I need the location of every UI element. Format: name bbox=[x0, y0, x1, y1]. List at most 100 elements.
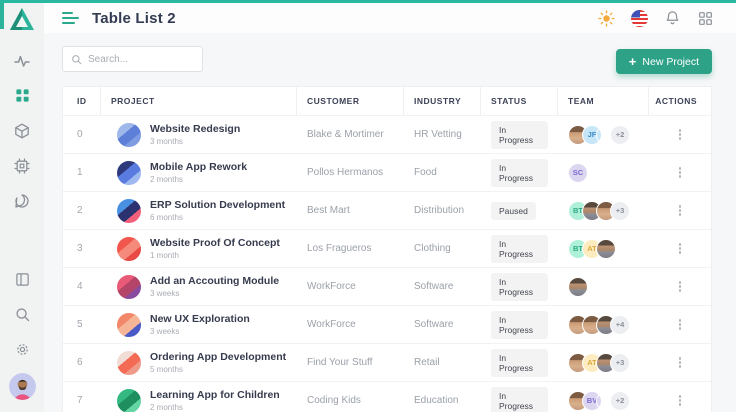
industry-cell: HR Vetting bbox=[414, 129, 462, 140]
team-cell: +4 bbox=[558, 306, 649, 343]
member-photo-avatar bbox=[568, 276, 588, 297]
row-id: 3 bbox=[77, 243, 83, 254]
sidebar-item-activity[interactable] bbox=[5, 43, 39, 78]
industry-cell: Food bbox=[414, 167, 437, 178]
search-input[interactable] bbox=[88, 53, 194, 65]
column-header-status: STATUS bbox=[481, 87, 558, 115]
industry-cell: Software bbox=[414, 281, 454, 292]
content-area: + New Project IDPROJECTCUSTOMERINDUSTRYS… bbox=[44, 33, 736, 412]
actions-cell bbox=[649, 116, 711, 153]
status-badge: Paused bbox=[491, 201, 536, 220]
user-avatar-illustration bbox=[8, 373, 36, 400]
industry-cell: Retail bbox=[414, 357, 440, 368]
sidebar-item-search[interactable] bbox=[5, 297, 39, 332]
team-avatar-stack: BT AT bbox=[568, 238, 616, 259]
project-name: New UX Exploration bbox=[150, 313, 250, 325]
project-icon bbox=[117, 388, 141, 412]
menu-toggle-button[interactable] bbox=[62, 12, 79, 24]
status-cell: In Progress bbox=[481, 344, 558, 381]
sidebar-item-cpu[interactable] bbox=[5, 148, 39, 183]
status-cell: In Progress bbox=[481, 154, 558, 191]
row-actions-menu-button[interactable] bbox=[673, 200, 688, 222]
project-name: Ordering App Development bbox=[150, 351, 287, 363]
project-icon bbox=[117, 350, 141, 375]
user-avatar[interactable] bbox=[8, 373, 36, 400]
status-cell: In Progress bbox=[481, 268, 558, 305]
dashboard-grid-icon bbox=[15, 88, 30, 103]
customer-cell: Best Mart bbox=[307, 205, 350, 216]
project-cell: Learning App for Children 2 months bbox=[101, 382, 297, 412]
more-members-avatar: +3 bbox=[610, 200, 630, 221]
activity-icon bbox=[14, 53, 30, 69]
project-icon bbox=[117, 160, 141, 185]
project-icon bbox=[117, 122, 141, 147]
us-flag-icon[interactable] bbox=[630, 9, 648, 27]
sidebar-item-package-box[interactable] bbox=[5, 113, 39, 148]
project-duration: 2 months bbox=[150, 403, 183, 412]
bell-icon[interactable] bbox=[663, 9, 681, 27]
package-box-icon bbox=[14, 123, 30, 139]
project-cell: Ordering App Development 5 months bbox=[101, 344, 297, 381]
project-name: Learning App for Children bbox=[150, 389, 280, 401]
team-cell: JF +2 bbox=[558, 116, 649, 153]
project-text: Website Redesign 3 months bbox=[150, 123, 240, 146]
row-actions-menu-button[interactable] bbox=[673, 238, 688, 260]
row-actions-menu-button[interactable] bbox=[673, 276, 688, 298]
team-avatar-stack: +4 bbox=[568, 314, 630, 335]
row-actions-menu-button[interactable] bbox=[673, 162, 688, 184]
actions-cell bbox=[649, 306, 711, 343]
apps-grid-icon[interactable] bbox=[696, 9, 714, 27]
project-text: New UX Exploration 3 weeks bbox=[150, 313, 250, 336]
row-id: 7 bbox=[77, 395, 83, 406]
search-box[interactable] bbox=[62, 46, 203, 72]
sidebar-item-layout-panel[interactable] bbox=[5, 262, 39, 297]
project-cell: Website Proof Of Concept 1 month bbox=[101, 230, 297, 267]
table-row: 2 ERP Solution Development 6 months Best Ma… bbox=[63, 191, 711, 229]
team-avatar-stack: BT +3 bbox=[568, 200, 630, 221]
status-cell: In Progress bbox=[481, 116, 558, 153]
column-header-id: ID bbox=[63, 87, 101, 115]
project-duration: 3 weeks bbox=[150, 289, 180, 298]
industry-cell: Clothing bbox=[414, 243, 451, 254]
project-cell: ERP Solution Development 6 months bbox=[101, 192, 297, 229]
row-id: 4 bbox=[77, 281, 83, 292]
row-actions-menu-button[interactable] bbox=[673, 124, 688, 146]
sidebar-item-chat-bubble[interactable] bbox=[5, 183, 39, 218]
table-row: 0 Website Redesign 3 months Blake & Mortime… bbox=[63, 115, 711, 153]
status-badge: In Progress bbox=[491, 272, 548, 301]
project-cell: Add an Accouting Module 3 weeks bbox=[101, 268, 297, 305]
sidebar-item-settings-gear[interactable] bbox=[5, 332, 39, 367]
header-icon-group bbox=[597, 9, 714, 27]
project-text: Add an Accouting Module 3 weeks bbox=[150, 275, 279, 298]
project-duration: 3 months bbox=[150, 137, 183, 146]
member-initials-avatar: SC bbox=[568, 162, 588, 183]
team-cell: BT +3 bbox=[558, 192, 649, 229]
project-name: Mobile App Rework bbox=[150, 161, 248, 173]
cpu-icon bbox=[14, 158, 30, 174]
project-duration: 3 weeks bbox=[150, 327, 180, 336]
new-project-button[interactable]: + New Project bbox=[615, 49, 712, 74]
status-badge: In Progress bbox=[491, 348, 548, 377]
row-actions-menu-button[interactable] bbox=[673, 314, 688, 336]
customer-cell: WorkForce bbox=[307, 281, 356, 292]
project-text: Learning App for Children 2 months bbox=[150, 389, 280, 412]
industry-cell: Software bbox=[414, 319, 454, 330]
app-logo[interactable] bbox=[9, 7, 35, 31]
main-area: Table List 2 + New Project IDPROJECTCUST… bbox=[44, 3, 736, 412]
sidebar-item-dashboard-grid[interactable] bbox=[5, 78, 39, 113]
sun-icon[interactable] bbox=[597, 9, 615, 27]
table-body: 0 Website Redesign 3 months Blake & Mortime… bbox=[63, 115, 711, 412]
toolbar: + New Project bbox=[62, 46, 712, 84]
column-header-team: TEAM bbox=[558, 87, 649, 115]
page-title: Table List 2 bbox=[92, 9, 176, 27]
row-id: 1 bbox=[77, 167, 83, 178]
status-badge: In Progress bbox=[491, 158, 548, 187]
team-avatar-stack: AT +3 bbox=[568, 352, 630, 373]
project-icon bbox=[117, 236, 141, 261]
row-actions-menu-button[interactable] bbox=[673, 352, 688, 374]
row-id: 2 bbox=[77, 205, 83, 216]
project-name: Website Proof Of Concept bbox=[150, 237, 280, 249]
row-actions-menu-button[interactable] bbox=[673, 390, 688, 412]
top-header: Table List 2 bbox=[44, 3, 736, 33]
column-header-customer: CUSTOMER bbox=[297, 87, 404, 115]
